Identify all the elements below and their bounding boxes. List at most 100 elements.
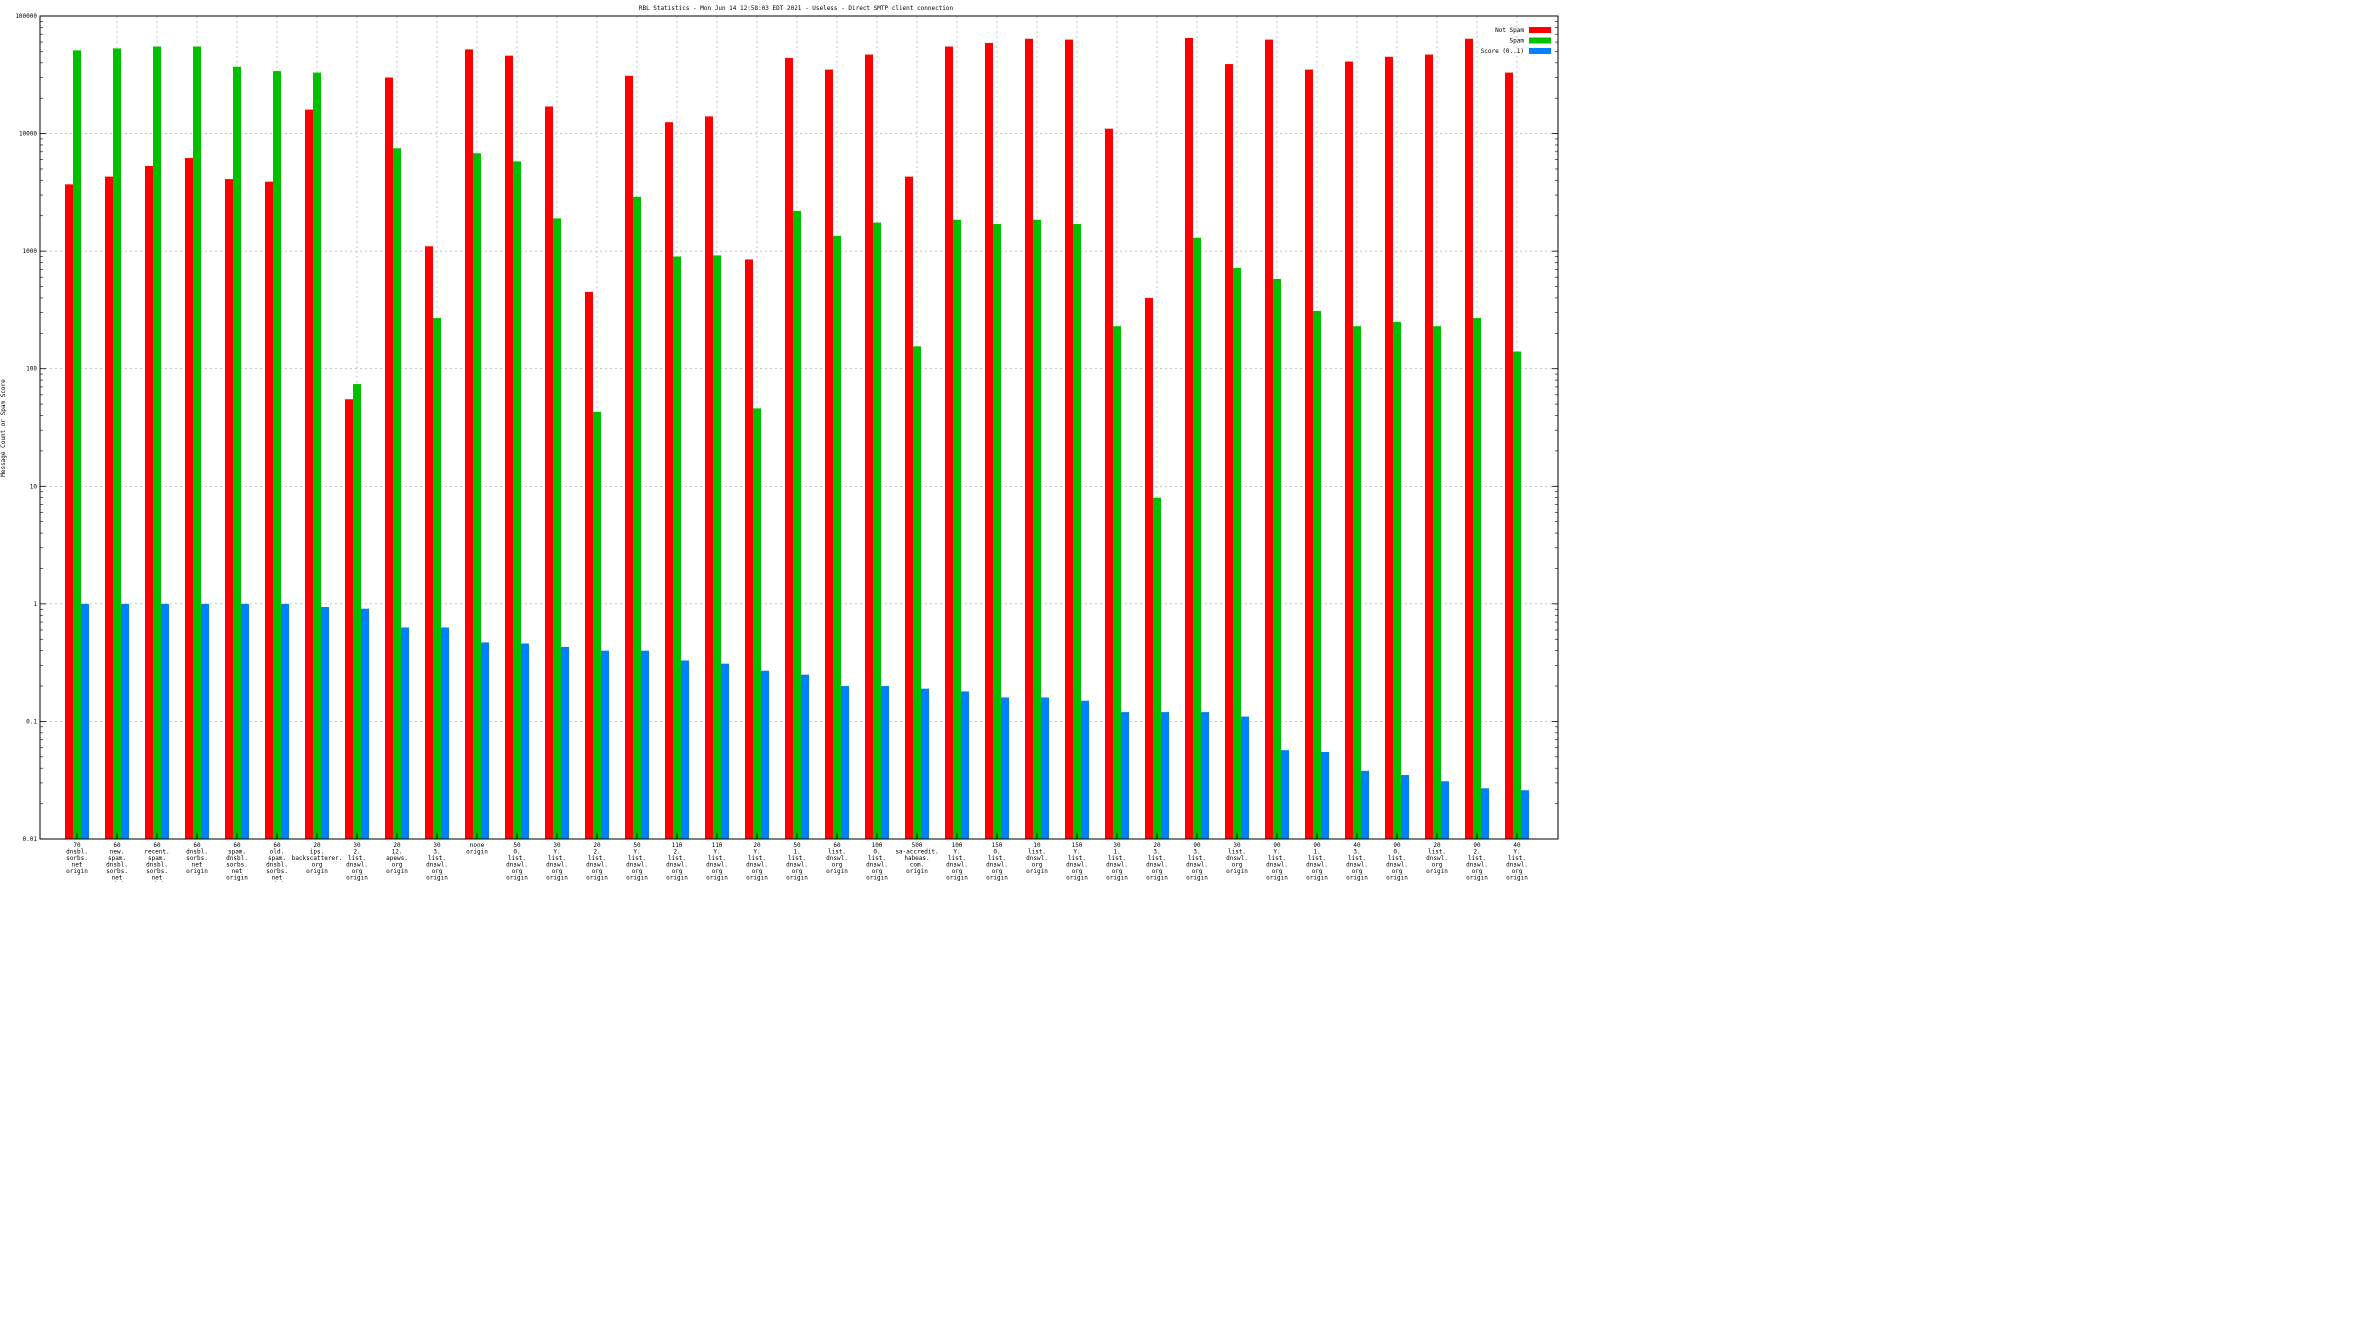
bar-spam <box>193 46 201 839</box>
bar-not-spam <box>305 109 313 839</box>
x-tick-label: 100 Y. list. dnswl. org origin <box>946 842 968 882</box>
bar-spam <box>353 384 361 839</box>
bar-not-spam <box>945 46 953 839</box>
bar-not-spam <box>465 49 473 839</box>
legend: Not Spam Spam Score (0..1) <box>1481 27 1551 55</box>
bar-score <box>1321 751 1329 839</box>
bar-not-spam <box>665 122 673 839</box>
x-tick-label: 110 2. list. dnswl. org origin <box>666 842 688 882</box>
bar-not-spam <box>385 77 393 840</box>
bar-spam <box>153 46 161 839</box>
bar-not-spam <box>545 106 553 839</box>
x-tick-label: 40 3. list. dnswl. org origin <box>1346 842 1368 882</box>
bar-score <box>321 607 329 839</box>
bar-score <box>1441 781 1449 839</box>
bar-spam <box>1153 497 1161 839</box>
legend-label: Score (0..1) <box>1481 48 1524 55</box>
y-tick-label: 10000 <box>19 131 37 138</box>
y-tick-label: 1 <box>33 601 37 608</box>
x-tick-label: 50 1. list. dnswl. org origin <box>786 842 808 882</box>
y-axis-label: Message Count or Spam Score <box>0 379 7 477</box>
bar-score <box>361 608 369 839</box>
bar-spam <box>793 210 801 839</box>
legend-label: Not Spam <box>1495 27 1524 34</box>
bar-spam <box>913 346 921 839</box>
bar-not-spam <box>1185 37 1193 840</box>
bar-score <box>201 603 209 839</box>
bar-spam <box>113 48 121 839</box>
bar-not-spam <box>185 157 193 840</box>
bar-not-spam <box>745 259 753 839</box>
bar-spam <box>273 71 281 839</box>
bar-not-spam <box>1105 128 1113 839</box>
bar-score <box>121 603 129 839</box>
bar-spam <box>313 72 321 839</box>
x-tick-label: 60 list. dnswl. org origin <box>826 842 848 875</box>
bar-not-spam <box>825 69 833 840</box>
x-tick-label: 60 spam. dnsbl. sorbs. net origin <box>226 842 248 882</box>
bar-score <box>441 627 449 839</box>
bar-score <box>1281 750 1289 839</box>
bar-spam <box>513 161 521 839</box>
legend-label: Spam <box>1510 38 1525 45</box>
bar-not-spam <box>1265 39 1273 840</box>
bar-not-spam <box>145 165 153 839</box>
y-tick-label: 1000 <box>23 248 38 255</box>
x-tick-label: 50 0. list. dnswl. org origin <box>506 842 528 882</box>
y-tick-label: 100 <box>26 366 37 373</box>
bars <box>65 37 1529 840</box>
bar-not-spam <box>705 116 713 840</box>
bar-not-spam <box>985 42 993 839</box>
bar-score <box>521 643 529 839</box>
x-tick-label: 30 2. list. dnswl. org origin <box>346 842 368 882</box>
bar-score <box>641 650 649 839</box>
bar-spam <box>1353 326 1361 839</box>
bar-not-spam <box>1425 54 1433 839</box>
bar-score <box>81 603 89 839</box>
bar-spam <box>1513 351 1521 839</box>
bar-not-spam <box>265 181 273 840</box>
bar-score <box>1361 770 1369 839</box>
bar-spam <box>1233 267 1241 839</box>
x-tick-label: 110 Y. list. dnswl. org origin <box>706 842 728 882</box>
bar-score <box>161 603 169 839</box>
bar-not-spam <box>1385 56 1393 840</box>
bar-spam <box>433 317 441 839</box>
bar-score <box>841 686 849 839</box>
bar-spam <box>1273 278 1281 839</box>
bar-not-spam <box>1505 72 1513 839</box>
x-tick-label: 90 1. list. dnswl. org origin <box>1306 842 1328 882</box>
bar-not-spam <box>1025 38 1033 839</box>
bar-spam <box>1433 326 1441 839</box>
bar-spam <box>1033 219 1041 840</box>
bar-spam <box>1193 237 1201 840</box>
bar-not-spam <box>345 399 353 839</box>
y-tick-label: 0.01 <box>23 836 38 843</box>
bar-score <box>1481 788 1489 839</box>
bar-spam <box>393 148 401 840</box>
x-tick-label: 30 3. list. dnswl. org origin <box>426 842 448 882</box>
bar-spam <box>1473 317 1481 839</box>
plot-frame <box>39 15 1559 840</box>
x-tick-label: 90 3. list. dnswl. org origin <box>1186 842 1208 882</box>
x-tick-label: 70 dnsbl. sorbs. net origin <box>66 842 88 875</box>
x-tick-label: 20 3. list. dnswl. org origin <box>1146 842 1168 882</box>
x-tick-label: 100 0. list. dnswl. org origin <box>866 842 888 882</box>
bar-spam <box>1073 224 1081 839</box>
bar-not-spam <box>1305 69 1313 840</box>
bar-spam <box>953 219 961 840</box>
x-tick-label: 20 2. list. dnswl. org origin <box>586 842 608 882</box>
bar-spam <box>553 218 561 840</box>
y-axis: 0.01 0.1 1 10 100 1000 10000 100000 <box>15 13 1558 843</box>
bar-spam <box>753 408 761 839</box>
bar-not-spam <box>1225 64 1233 840</box>
bar-score <box>1121 712 1129 839</box>
bar-spam <box>233 66 241 839</box>
x-axis: 70 dnsbl. sorbs. net origin 60 new. spam. dnsbl.… <box>66 833 1528 882</box>
bar-score <box>961 691 969 839</box>
bar-spam <box>1113 326 1121 839</box>
bar-spam <box>713 255 721 839</box>
